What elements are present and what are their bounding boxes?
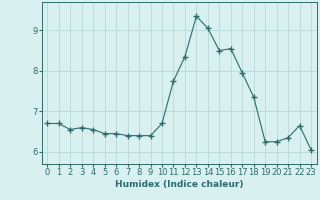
X-axis label: Humidex (Indice chaleur): Humidex (Indice chaleur) [115, 180, 244, 189]
